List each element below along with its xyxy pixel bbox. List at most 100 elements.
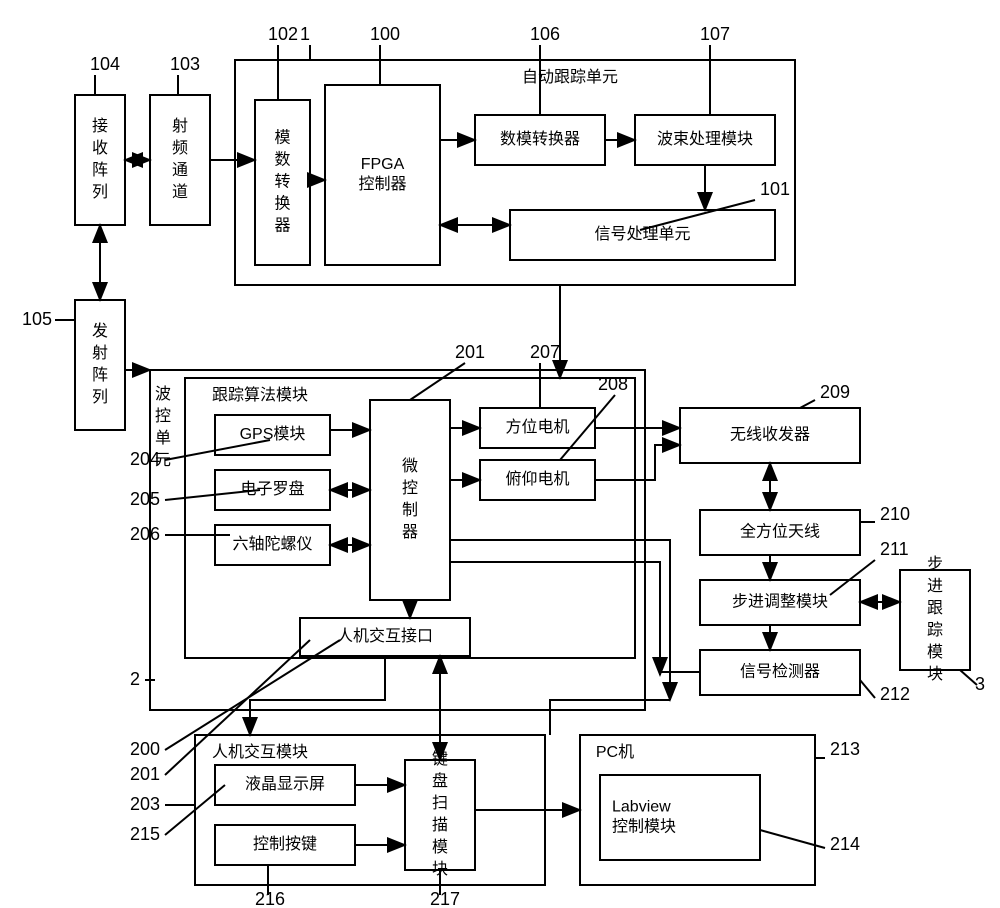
b217-label: 模 — [432, 838, 448, 856]
b104-label: 接 — [92, 117, 108, 135]
b3-label: 踪 — [927, 621, 943, 639]
b200-title: 跟踪算法模块 — [212, 385, 308, 404]
b214-label: Labview — [612, 799, 671, 816]
b207g-label: 方位电机 — [505, 418, 569, 436]
b201m-label: 微 — [402, 457, 418, 475]
b101-num: 101 — [760, 179, 790, 199]
b207g-num: 207 — [530, 342, 560, 362]
b103 — [150, 95, 210, 225]
n205-num: 205 — [130, 489, 160, 509]
b206g-label: 六轴陀螺仪 — [232, 535, 312, 553]
b204g-label: GPS模块 — [240, 425, 306, 443]
b201m-num: 201 — [455, 342, 485, 362]
b217-label: 描 — [432, 816, 448, 834]
b1-title: 自动跟踪单元 — [522, 68, 618, 86]
b201m-label: 控 — [402, 479, 418, 497]
b211-leader — [830, 560, 875, 595]
b103-label: 道 — [172, 183, 188, 201]
b104-label: 阵 — [92, 161, 108, 179]
b101-label: 信号处理单元 — [594, 225, 690, 243]
b209-label: 无线收发器 — [730, 426, 810, 444]
b203-num: 203 — [130, 794, 160, 814]
b107-label: 波束处理模块 — [657, 130, 753, 148]
b208g-label: 俯仰电机 — [505, 470, 569, 488]
b1-num: 1 — [300, 24, 310, 44]
b2-side: 控 — [155, 407, 171, 425]
n200-leader — [165, 640, 340, 750]
b105-label: 发 — [92, 322, 108, 340]
b102-label: 数 — [274, 151, 290, 169]
b211-num: 211 — [880, 539, 909, 559]
b217-label: 扫 — [432, 794, 448, 812]
b214-label: 控制模块 — [612, 818, 676, 836]
n204-num: 204 — [130, 449, 160, 469]
b213-num: 213 — [830, 739, 860, 759]
b210-num: 210 — [880, 504, 910, 524]
b105-label: 列 — [92, 388, 108, 406]
b100-label: FPGA — [361, 156, 405, 173]
b205g-label: 电子罗盘 — [240, 479, 304, 498]
b105-label: 阵 — [92, 366, 108, 384]
b201m-label: 制 — [402, 501, 418, 519]
b100-num: 100 — [370, 24, 400, 44]
b3-label: 模 — [927, 643, 943, 661]
n200-num: 200 — [130, 739, 160, 759]
b2-side: 波 — [155, 385, 171, 403]
b203-title: 人机交互模块 — [212, 743, 308, 761]
b201m-leader — [410, 363, 465, 400]
b102-label: 换 — [274, 195, 290, 213]
b104-label: 收 — [92, 139, 108, 157]
b105 — [75, 300, 125, 430]
b216-num: 216 — [255, 889, 285, 908]
b214 — [600, 775, 760, 860]
b102-label: 转 — [274, 173, 290, 191]
b3-label: 进 — [927, 577, 943, 595]
b212-leader — [860, 680, 875, 698]
conn-19 — [595, 445, 680, 480]
b215-label: 液晶显示屏 — [245, 775, 325, 793]
b103-label: 频 — [172, 139, 188, 157]
b104 — [75, 95, 125, 225]
b104-num: 104 — [90, 54, 120, 74]
n201b-num: 201 — [130, 764, 160, 784]
b100 — [325, 85, 440, 265]
b201m — [370, 400, 450, 600]
b208g-num: 208 — [598, 374, 628, 394]
b209-num: 209 — [820, 382, 850, 402]
b214-num: 214 — [830, 834, 860, 854]
b102-label: 模 — [274, 129, 290, 147]
b217-num: 217 — [430, 889, 460, 908]
conn-30 — [550, 700, 670, 735]
b211-label: 步进调整模块 — [732, 593, 828, 611]
b201m-label: 器 — [402, 523, 418, 541]
b100-label: 控制器 — [358, 175, 406, 193]
b209-leader — [800, 400, 815, 408]
b2-num: 2 — [130, 669, 140, 689]
b213-title: PC机 — [596, 743, 634, 761]
b105-num: 105 — [22, 309, 52, 329]
b200i-label: 人机交互接口 — [337, 627, 433, 645]
b102-num: 102 — [268, 24, 298, 44]
b2-side: 单 — [155, 429, 171, 447]
n204-leader — [165, 440, 270, 460]
b106-label: 数模转换器 — [500, 130, 580, 148]
b104-label: 列 — [92, 183, 108, 201]
b106-num: 106 — [530, 24, 560, 44]
conn-25 — [250, 656, 385, 735]
b105-label: 射 — [92, 344, 108, 362]
b3-label: 跟 — [927, 599, 943, 617]
b216-label: 控制按键 — [253, 835, 317, 853]
b103-label: 射 — [172, 117, 188, 135]
b3-label: 步 — [927, 555, 943, 573]
b103-num: 103 — [170, 54, 200, 74]
b212-label: 信号检测器 — [740, 663, 820, 681]
b217-label: 盘 — [432, 771, 448, 790]
n206-num: 206 — [130, 524, 160, 544]
b107-num: 107 — [700, 24, 730, 44]
b212-num: 212 — [880, 684, 910, 704]
b102-label: 器 — [274, 217, 290, 235]
b101-leader — [640, 200, 755, 230]
b103-label: 通 — [172, 161, 188, 179]
b3-label: 块 — [927, 665, 943, 683]
b210-label: 全方位天线 — [740, 523, 820, 541]
